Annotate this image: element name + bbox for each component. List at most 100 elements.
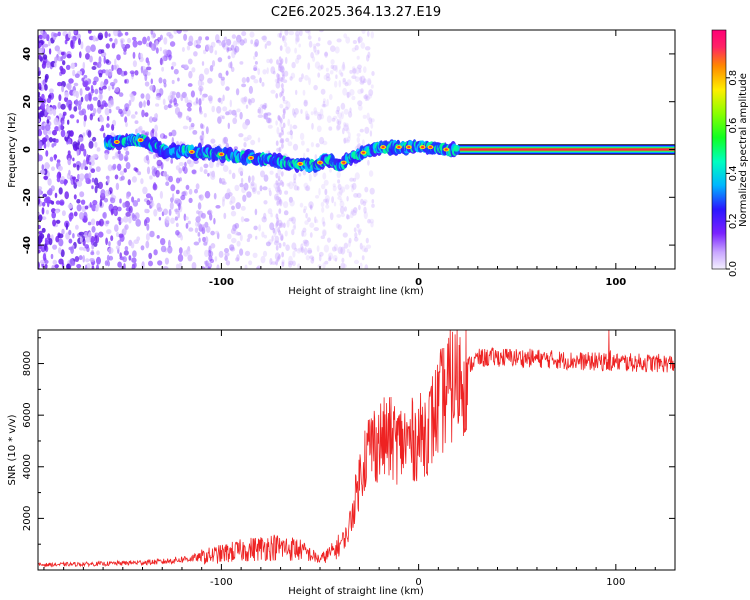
noise-blob [218,250,224,258]
noise-blob [270,66,276,74]
noise-streak [282,222,286,229]
noise-blob [229,200,233,205]
noise-blob [150,202,155,207]
noise-blob [215,230,219,235]
noise-blob [293,178,296,184]
noise-blob [327,237,331,243]
noise-blob [240,216,245,223]
noise-blob [321,183,326,190]
noise-blob [266,112,272,116]
noise-blob [193,51,198,57]
noise-blob [235,257,240,262]
noise-blob [274,227,278,235]
noise-blob [61,210,66,217]
snr-series-line [38,330,675,568]
noise-blob [290,216,295,222]
noise-blob [289,199,295,207]
snr-panel: -100 0 100 2000 4000 6000 8000 Height of strai… [7,329,676,597]
noise-blob [153,154,157,160]
noise-blob [362,199,368,204]
noise-blob [38,233,45,240]
noise-blob [83,74,88,79]
noise-blob [80,199,86,205]
noise-blob [236,232,242,236]
noise-blob [220,78,225,87]
noise-blob [339,200,345,208]
noise-blob [108,241,111,247]
noise-blob [177,111,183,119]
noise-blob [76,119,79,124]
noise-blob [267,117,273,124]
noise-streak [282,35,285,41]
noise-blob [267,208,273,215]
noise-blob [84,166,88,171]
noise-blob [41,125,45,131]
noise-blob [346,79,352,86]
noise-blob [146,99,151,106]
noise-blob [168,132,173,137]
noise-blob [288,262,293,268]
noise-blob [99,198,103,207]
noise-blob [303,182,309,189]
noise-blob [314,219,319,224]
noise-blob [108,33,111,37]
noise-blob [146,66,152,71]
noise-blob [185,222,189,229]
noise-blob [170,158,173,164]
noise-blob [342,61,345,70]
noise-blob [103,55,106,64]
noise-blob [203,169,208,175]
noise-blob [204,67,210,75]
noise-blob [284,30,289,36]
noise-blob [113,209,117,215]
spectrogram-y-tick-label: -20 [22,188,33,206]
noise-blob [233,146,238,151]
noise-blob [89,202,92,208]
noise-blob [88,141,94,149]
noise-blob [346,91,350,99]
noise-blob [349,211,354,219]
noise-blob [90,251,95,256]
noise-blob [222,94,225,102]
noise-blob [367,159,370,166]
noise-blob [187,254,193,262]
noise-blob [177,77,180,82]
noise-blob [220,97,223,105]
noise-blob [250,139,256,146]
noise-blob [234,184,240,192]
noise-blob [334,46,340,54]
noise-blob [231,172,236,179]
noise-blob [234,222,240,229]
noise-blob [332,64,338,71]
noise-blob [233,47,237,55]
noise-blob [291,229,295,236]
noise-blob [52,244,58,250]
noise-blob [185,216,189,221]
noise-blob [353,227,357,233]
noise-blob [248,85,253,94]
noise-blob [58,238,64,247]
noise-blob [227,55,231,60]
noise-blob [149,175,153,180]
noise-blob [367,30,370,37]
noise-blob [287,118,291,127]
noise-blob [339,198,343,203]
noise-blob [226,38,232,46]
noise-blob [187,220,191,225]
noise-blob [125,150,130,156]
noise-blob [89,165,92,170]
noise-blob [353,193,359,198]
noise-blob [98,73,103,78]
noise-blob [94,235,98,243]
noise-blob [304,247,308,256]
noise-blob [210,243,216,249]
noise-blob [46,140,50,148]
noise-blob [91,226,96,233]
noise-blob [89,155,95,163]
noise-blob [288,196,293,203]
noise-blob [159,190,163,199]
noise-blob [256,190,261,195]
noise-blob [236,34,242,43]
noise-blob [250,183,255,190]
noise-blob [68,103,72,111]
